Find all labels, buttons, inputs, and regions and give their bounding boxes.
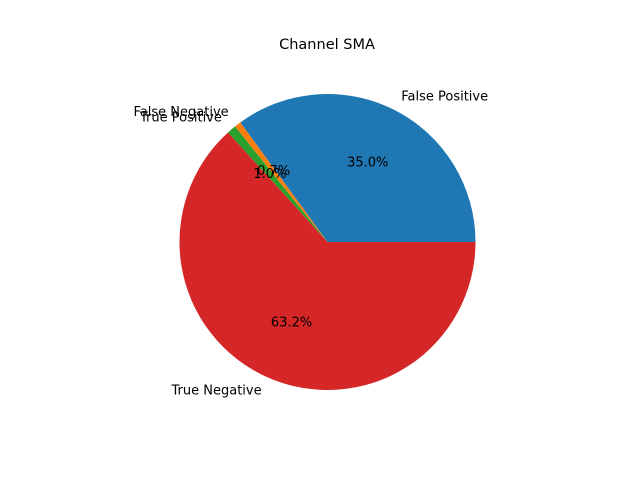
pie-slice-false-positive	[240, 94, 476, 243]
pct-label-false-negative: 0.7%	[257, 164, 290, 179]
slice-label-false-negative: False Negative	[134, 105, 229, 120]
pie-slice-true-negative	[179, 132, 476, 391]
slice-label-true-negative: True Negative	[171, 383, 262, 398]
pie-slice-true-positive	[227, 126, 328, 242]
pct-label-true-positive: 1.0%	[253, 167, 286, 182]
pie-slices	[179, 94, 476, 391]
pct-label-true-negative: 63.2%	[271, 316, 312, 331]
chart-title: Channel SMA	[279, 37, 375, 53]
pct-label-false-positive: 35.0%	[347, 155, 388, 170]
slice-label-true-positive: True Positive	[139, 111, 222, 126]
slice-label-false-positive: False Positive	[401, 89, 488, 104]
pie-labels: False Positive 35.0% False Negative 0.7% Tru…	[134, 89, 489, 398]
pie-slice-false-negative	[235, 122, 328, 242]
